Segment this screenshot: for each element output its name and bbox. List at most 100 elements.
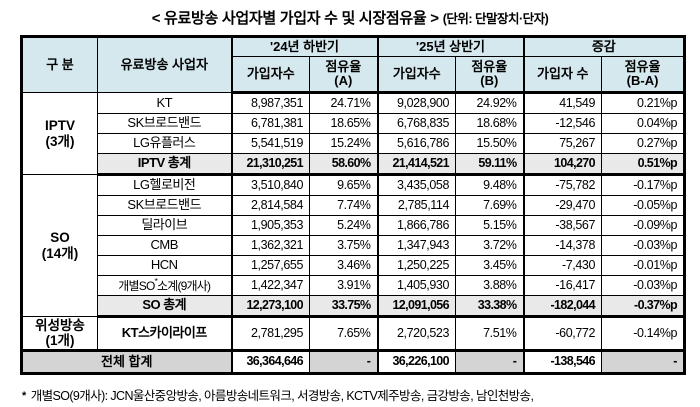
- section-label-iptv: IPTV (3개): [21, 92, 98, 175]
- subscribers-cell: 9,028,900: [376, 92, 457, 114]
- change-share-cell: -0.03%p: [601, 235, 686, 256]
- change-subscribers-cell: 75,267: [522, 133, 603, 154]
- footnote-text: 개별SO(9개사): JCN울산중앙방송, 아름방송네트워크, 서경방송, KC…: [31, 386, 534, 407]
- operator-cell: KT스카이라이프: [97, 316, 232, 352]
- footnote-marker: *: [22, 390, 26, 402]
- subscribers-cell: 1,362,321: [230, 235, 310, 256]
- header-row-groups: 구 분 유료방송 사업자 '24년 하반기 '25년 상반기 증감: [21, 36, 686, 93]
- unit-label: (단위: 단말장치·단자): [442, 12, 549, 26]
- subscribers-cell: 1,422,347: [230, 275, 310, 296]
- footnote-line-1: 개별SO(9개사): JCN울산중앙방송, 아름방송네트워크, 서경방송, KC…: [30, 389, 534, 403]
- operator-cell: SK브로드밴드: [97, 195, 232, 216]
- subscribers-cell: 1,347,943: [376, 235, 457, 256]
- change-subscribers-cell: -182,044: [522, 295, 603, 318]
- section-grand-total: 전체 합계 36,364,646 - 36,226,100 - -138,546…: [21, 350, 686, 374]
- change-share-cell: 0.04%p: [601, 113, 686, 134]
- operator-cell: LG유플러스: [97, 133, 232, 154]
- subtotal-label: IPTV 총계: [97, 153, 232, 176]
- header-row-subcolumns: 가입자수 점유율 (A) 가입자수 점유율 (B) 가입자 수 점유율 (B-A): [22, 56, 686, 94]
- share-cell: 3.72%: [455, 235, 525, 256]
- table-row: HCN 1,257,655 3.46% 1,250,225 3.45% -7,4…: [22, 255, 686, 276]
- change-share-cell: 0.21%p: [601, 92, 686, 114]
- share-cell: 5.15%: [455, 215, 525, 236]
- subscribers-cell: 8,987,351: [230, 92, 310, 114]
- header-share-a: 점유율 (A): [308, 56, 379, 94]
- section-label-count: (3개): [45, 133, 75, 149]
- header-change-subscribers: 가입자 수: [522, 56, 603, 94]
- share-cell: 9.65%: [308, 174, 379, 196]
- subscribers-cell: 6,768,835: [376, 113, 457, 134]
- change-share-cell: -: [601, 350, 686, 374]
- share-cell: 7.65%: [308, 316, 379, 352]
- header-change: 증감: [522, 36, 686, 57]
- change-share-cell: 0.51%p: [601, 153, 686, 176]
- share-cell: 15.50%: [455, 133, 525, 154]
- change-subscribers-cell: 41,549: [522, 92, 603, 114]
- subscribers-cell: 1,405,930: [376, 275, 457, 296]
- subscribers-cell: 3,435,058: [376, 174, 457, 196]
- table-row: 딜라이브 1,905,353 5.24% 1,866,786 5.15% -38…: [22, 215, 686, 236]
- change-subscribers-cell: 104,270: [522, 153, 603, 176]
- section-label-count: (14개): [41, 245, 79, 261]
- share-cell: -: [308, 350, 379, 374]
- subscribers-cell: 12,273,100: [230, 295, 310, 318]
- table-row: LG유플러스 5,541,519 15.24% 5,616,786 15.50%…: [22, 133, 686, 154]
- header-share-b-line1: 점유율: [471, 58, 508, 74]
- subscribers-cell: 1,866,786: [376, 215, 457, 236]
- subtotal-row-so: SO 총계 12,273,100 33.75% 12,091,056 33.38…: [22, 295, 686, 318]
- change-share-cell: 0.27%p: [601, 133, 686, 154]
- subscribers-cell: 2,814,584: [230, 195, 310, 216]
- title-bar: < 유료방송 사업자별 가입자 수 및 시장점유율 > (단위: 단말장치·단자): [0, 0, 700, 28]
- operator-cell: 딜라이브: [97, 215, 232, 236]
- page-title: < 유료방송 사업자별 가입자 수 및 시장점유율 >: [151, 10, 439, 27]
- subscribers-cell: 1,250,225: [376, 255, 457, 276]
- header-change-share-line1: 점유율: [624, 58, 661, 74]
- share-cell: 24.71%: [308, 92, 379, 114]
- share-cell: 7.69%: [455, 195, 525, 216]
- section-so: SO (14개) LG헬로비전 3,510,840 9.65% 3,435,058…: [21, 174, 686, 318]
- share-cell: 18.68%: [455, 113, 525, 134]
- subscribers-cell: 6,781,381: [230, 113, 310, 134]
- subscribers-cell: 12,091,056: [376, 295, 457, 318]
- table-row: SK브로드밴드 2,814,584 7.74% 2,785,114 7.69% …: [22, 195, 686, 216]
- section-label-count: (1개): [45, 333, 75, 348]
- operator-cell: SK브로드밴드: [97, 113, 232, 134]
- grand-total-label: 전체 합계: [21, 350, 232, 374]
- share-cell: 59.11%: [455, 153, 525, 176]
- share-cell: 18.65%: [308, 113, 379, 134]
- table-row: SO (14개) LG헬로비전 3,510,840 9.65% 3,435,058…: [21, 174, 686, 317]
- table-row: SK브로드밴드 6,781,381 18.65% 6,768,835 18.68…: [22, 113, 686, 134]
- share-cell: 15.24%: [308, 133, 379, 154]
- section-label-so: SO (14개): [21, 174, 98, 317]
- share-cell: 33.38%: [455, 295, 525, 318]
- subscribers-cell: 36,226,100: [376, 350, 457, 374]
- header-share-a-line2: (A): [334, 73, 353, 88]
- share-cell: 9.48%: [455, 174, 525, 196]
- subscribers-cell: 5,616,786: [376, 133, 457, 154]
- header-subscribers-b: 가입자수: [376, 56, 457, 94]
- table-row: IPTV (3개) KT 8,987,351 24.71% 9,028,900 2…: [21, 92, 686, 175]
- operator-cell: HCN: [97, 255, 232, 276]
- change-share-cell: -0.03%p: [601, 275, 686, 296]
- change-subscribers-cell: -29,470: [522, 195, 603, 216]
- subscribers-cell: 3,510,840: [230, 174, 310, 196]
- share-cell: -: [455, 350, 525, 374]
- header-share-b-line2: (B): [480, 73, 499, 88]
- header-change-share: 점유율 (B-A): [601, 56, 686, 94]
- operator-cell: 개별SO*소계(9개사): [97, 275, 232, 296]
- subscribers-cell: 36,364,646: [230, 350, 310, 374]
- change-share-cell: -0.37%p: [601, 295, 686, 318]
- operator-cell: CMB: [97, 235, 232, 256]
- header-period-24h2: '24년 하반기: [230, 36, 379, 57]
- share-cell: 5.24%: [308, 215, 379, 236]
- table-row: 위성방송 (1개) KT스카이라이프 2,781,295 7.65% 2,720,…: [21, 316, 686, 352]
- change-share-cell: -0.05%p: [601, 195, 686, 216]
- header-category: 구 분: [21, 36, 98, 93]
- operator-text: 개별SO: [118, 279, 155, 294]
- share-cell: 33.75%: [308, 295, 379, 318]
- section-iptv: IPTV (3개) KT 8,987,351 24.71% 9,028,900 2…: [21, 92, 686, 176]
- share-cell: 24.92%: [455, 92, 525, 114]
- subtotal-row-iptv: IPTV 총계 21,310,251 58.60% 21,414,521 59.…: [22, 153, 686, 176]
- subscribers-table: 구 분 유료방송 사업자 '24년 하반기 '25년 상반기 증감 가입자수 점…: [20, 35, 687, 375]
